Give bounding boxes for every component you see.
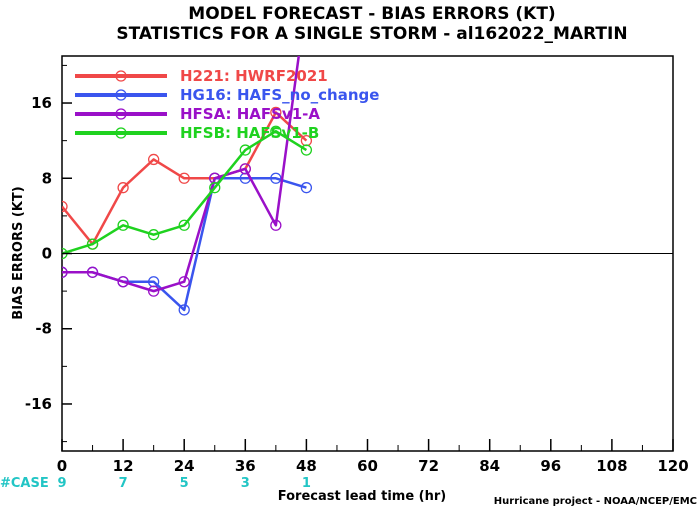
data-point-0-7 — [270, 106, 282, 119]
data-point-0-0 — [62, 200, 68, 213]
legend-label-0: H221: HWRF2021 — [180, 67, 328, 85]
series-line-3 — [62, 129, 308, 255]
y-tick-label-2: 0 — [42, 245, 52, 263]
x-tick-label-2: 24 — [174, 457, 195, 475]
x-tick-label-10: 120 — [657, 457, 688, 475]
y-tick-label-3: -8 — [35, 320, 52, 338]
chart-subtitle: STATISTICS FOR A SINGLE STORM - al162022… — [116, 24, 627, 44]
legend-marker-0 — [115, 70, 127, 82]
x-tick-label-6: 72 — [418, 457, 439, 475]
data-point-3-1 — [86, 238, 99, 250]
legend-marker-2 — [115, 108, 127, 120]
data-point-3-4 — [178, 219, 190, 231]
legend-marker-1 — [115, 89, 127, 101]
data-point-1-4 — [178, 304, 190, 316]
data-point-0-3 — [147, 153, 160, 166]
data-point-2-7 — [270, 219, 282, 231]
series-line-0 — [62, 111, 308, 246]
x-axis-label: Forecast lead time (hr) — [278, 489, 446, 504]
x-tick-label-1: 12 — [113, 457, 134, 475]
case-counts: #CASE 9 7 5 3 1 — [0, 476, 311, 491]
case-count-2: 5 — [180, 476, 189, 491]
ticks-layer: 0 12 24 36 48 60 72 84 96 108 120 16 8 0 -8 -16 — [25, 64, 689, 475]
legend-marker-3 — [115, 127, 127, 139]
chart-title: MODEL FORECAST - BIAS ERRORS (KT) — [188, 4, 555, 24]
x-tick-label-9: 108 — [596, 457, 627, 475]
data-point-2-1 — [86, 266, 99, 278]
data-point-2-4 — [178, 276, 190, 288]
y-axis-label: BIAS ERRORS (KT) — [11, 186, 26, 319]
data-point-2-0 — [62, 266, 68, 278]
data-point-1-8 — [300, 182, 313, 194]
case-count-1: 7 — [119, 476, 128, 491]
data-point-3-5 — [209, 182, 221, 194]
x-tick-label-4: 48 — [296, 457, 317, 475]
y-tick-label-1: 8 — [42, 169, 52, 187]
data-point-2-3 — [147, 285, 160, 297]
data-point-3-3 — [147, 229, 160, 241]
x-tick-label-0: 0 — [57, 457, 67, 475]
y-tick-label-0: 16 — [31, 94, 52, 112]
y-tick-label-4: -16 — [25, 395, 52, 413]
data-point-2-2 — [117, 276, 129, 288]
legend-label-3: HFSB: HAFSv1-B — [180, 124, 319, 142]
data-point-3-8 — [300, 144, 313, 156]
x-tick-label-3: 36 — [235, 457, 256, 475]
x-tick-label-5: 60 — [357, 457, 378, 475]
credit-text: Hurricane project - NOAA/NCEP/EMC — [494, 496, 697, 507]
x-tick-label-7: 84 — [479, 457, 500, 475]
series-line-2 — [62, 56, 301, 293]
x-tick-label-8: 96 — [540, 457, 561, 475]
case-count-3: 3 — [241, 476, 250, 491]
case-count-4: 1 — [302, 476, 311, 491]
data-point-3-7 — [270, 125, 282, 137]
series-line-1 — [62, 177, 307, 312]
data-point-2-6 — [239, 163, 251, 175]
data-point-3-2 — [117, 219, 129, 231]
legend-label-2: HFSA: HAFSv1-A — [180, 105, 320, 123]
data-point-0-2 — [117, 182, 129, 194]
series-layer — [62, 56, 673, 316]
data-point-0-4 — [178, 172, 190, 184]
data-point-1-7 — [270, 172, 282, 184]
case-count-0: 9 — [57, 476, 66, 491]
case-row-label: #CASE — [0, 476, 49, 491]
data-point-3-6 — [239, 144, 251, 156]
legend-label-1: HG16: HAFS_no_change — [180, 86, 379, 104]
